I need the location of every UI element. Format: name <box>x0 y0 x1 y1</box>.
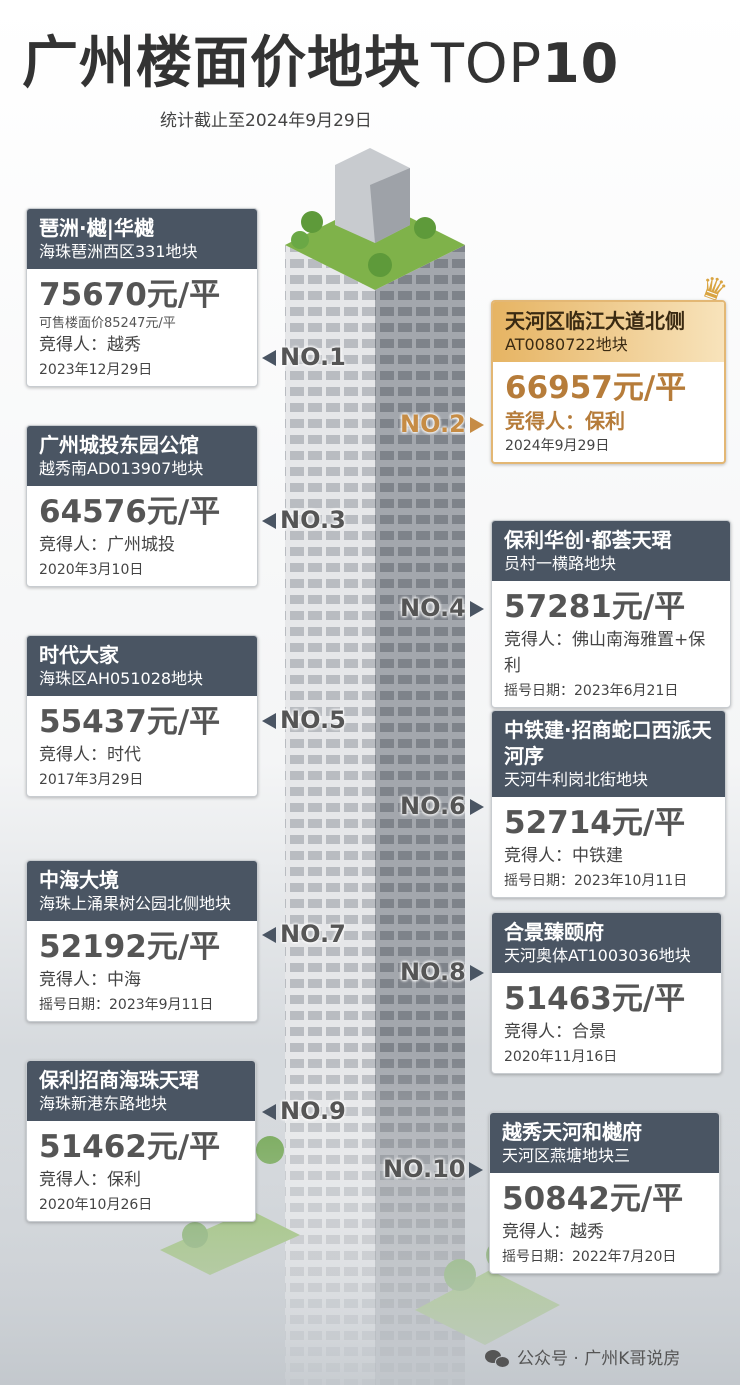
deal-date: 2020年11月16日 <box>504 1049 618 1065</box>
wechat-icon <box>485 1350 511 1368</box>
plot-name: 越秀南AD013907地块 <box>39 459 204 478</box>
card-header: 中铁建·招商蛇口西派天河序天河牛利岗北街地块 <box>492 711 725 797</box>
arrow-right-icon <box>469 601 484 617</box>
rank-label: NO.4 <box>400 594 484 622</box>
land-card-5: 时代大家海珠区AH051028地块 55437元/平竞得人：时代 2017年3月2… <box>26 635 258 797</box>
page-subtitle: 统计截止至2024年9月29日 <box>160 111 372 131</box>
card-header: 天河区临江大道北侧 AT0080722地块 <box>493 302 724 362</box>
plot-name: 海珠区AH051028地块 <box>39 669 204 688</box>
arrow-left-icon <box>262 713 276 729</box>
arrow-left-icon <box>262 513 276 529</box>
arrow-right-icon <box>469 965 484 981</box>
land-card-8: 合景臻颐府天河奥体AT1003036地块 51463元/平竞得人：合景 2020年… <box>491 912 722 1074</box>
arrow-right-icon <box>469 417 484 433</box>
land-card-3: 广州城投东园公馆越秀南AD013907地块 64576元/平竞得人：广州城投 20… <box>26 425 258 587</box>
floor-price: 57281元/平 <box>504 589 686 625</box>
plot-name: AT0080722地块 <box>505 335 628 354</box>
floor-price: 51462元/平 <box>39 1129 221 1165</box>
card-header: 保利招商海珠天珺海珠新港东路地块 <box>27 1061 255 1121</box>
deal-date: 2020年3月10日 <box>39 562 144 578</box>
arrow-right-icon <box>469 799 484 815</box>
land-card-4: 保利华创·都荟天珺员村一横路地块 57281元/平竞得人：佛山南海雅置+保利摇号… <box>491 520 731 708</box>
plot-name: 海珠琶洲西区331地块 <box>39 242 198 261</box>
project-name: 琶洲·樾|华樾 <box>39 216 154 240</box>
card-header: 保利华创·都荟天珺员村一横路地块 <box>492 521 730 581</box>
footer-account: 公众号 · 广州K哥说房 <box>485 1344 680 1369</box>
card-header: 越秀天河和樾府天河区燕塘地块三 <box>490 1113 719 1173</box>
deal-date: 摇号日期：2022年7月20日 <box>502 1249 677 1265</box>
land-card-6: 中铁建·招商蛇口西派天河序天河牛利岗北街地块 52714元/平竞得人：中铁建摇号… <box>491 710 726 898</box>
floor-price: 52192元/平 <box>39 929 221 965</box>
project-name: 保利招商海珠天珺 <box>39 1068 199 1092</box>
plot-name: 天河区燕塘地块三 <box>502 1146 631 1165</box>
arrow-left-icon <box>262 1104 276 1120</box>
plot-name: 天河奥体AT1003036地块 <box>504 946 691 965</box>
winning-bidder: 竞得人：保利 <box>39 1170 141 1190</box>
deal-date: 2017年3月29日 <box>39 772 144 788</box>
rank-label: NO.8 <box>400 958 484 986</box>
floor-price: 75670元/平 <box>39 277 221 313</box>
winning-bidder: 竞得人：时代 <box>39 745 141 765</box>
rank-label: NO.5 <box>262 706 346 734</box>
land-card-1: 琶洲·樾|华樾海珠琶洲西区331地块 75670元/平可售楼面价85247元/平… <box>26 208 258 387</box>
floor-price: 50842元/平 <box>502 1181 684 1217</box>
land-card-7: 中海大境海珠上涌果树公园北侧地块 52192元/平竞得人：中海摇号日期：2023… <box>26 860 258 1022</box>
land-card-10: 越秀天河和樾府天河区燕塘地块三 50842元/平竞得人：越秀摇号日期：2022年… <box>489 1112 720 1274</box>
winning-bidder: 竞得人：中海 <box>39 970 141 990</box>
project-name: 越秀天河和樾府 <box>502 1120 642 1144</box>
winning-bidder: 竞得人：越秀 <box>502 1222 604 1242</box>
deal-date: 摇号日期：2023年9月11日 <box>39 997 214 1013</box>
saleable-floor-price: 可售楼面价85247元/平 <box>39 316 176 331</box>
card-header: 中海大境海珠上涌果树公园北侧地块 <box>27 861 257 921</box>
card-header: 琶洲·樾|华樾海珠琶洲西区331地块 <box>27 209 257 269</box>
rank-label: NO.2 <box>400 410 484 438</box>
winning-bidder: 竞得人：合景 <box>504 1022 606 1042</box>
project-name: 天河区临江大道北侧 <box>505 309 685 333</box>
floor-price: 66957元/平 <box>505 370 687 406</box>
winning-bidder: 竞得人：佛山南海雅置+保利 <box>504 630 706 676</box>
deal-date: 2020年10月26日 <box>39 1197 153 1213</box>
plot-name: 员村一横路地块 <box>504 554 617 573</box>
rank-label: NO.3 <box>262 506 346 534</box>
rank-label: NO.9 <box>262 1097 346 1125</box>
project-name: 合景臻颐府 <box>504 920 604 944</box>
rank-label: NO.7 <box>262 920 346 948</box>
card-header: 时代大家海珠区AH051028地块 <box>27 636 257 696</box>
page-title: 广州楼面价地块 TOP10 <box>22 31 620 96</box>
winning-bidder: 竞得人：保利 <box>505 409 625 433</box>
rank-label: NO.6 <box>400 792 484 820</box>
project-name: 广州城投东园公馆 <box>39 433 199 457</box>
plot-name: 海珠新港东路地块 <box>39 1094 168 1113</box>
project-name: 中铁建·招商蛇口西派天河序 <box>504 718 712 768</box>
deal-date: 摇号日期：2023年6月21日 <box>504 683 679 699</box>
floor-price: 64576元/平 <box>39 494 221 530</box>
card-header: 合景臻颐府天河奥体AT1003036地块 <box>492 913 721 973</box>
project-name: 保利华创·都荟天珺 <box>504 528 672 552</box>
arrow-left-icon <box>262 350 276 366</box>
plot-name: 海珠上涌果树公园北侧地块 <box>39 894 232 913</box>
card-header: 广州城投东园公馆越秀南AD013907地块 <box>27 426 257 486</box>
deal-date: 2023年12月29日 <box>39 362 153 378</box>
project-name: 时代大家 <box>39 643 119 667</box>
rank-label: NO.10 <box>383 1155 484 1183</box>
floor-price: 52714元/平 <box>504 805 686 841</box>
land-card-9: 保利招商海珠天珺海珠新港东路地块 51462元/平竞得人：保利 2020年10月2… <box>26 1060 256 1222</box>
arrow-left-icon <box>262 927 276 943</box>
floor-price: 55437元/平 <box>39 704 221 740</box>
winning-bidder: 竞得人：中铁建 <box>504 846 623 866</box>
land-card-2: 天河区临江大道北侧 AT0080722地块 66957元/平竞得人：保利 2024年… <box>491 300 726 464</box>
plot-name: 天河牛利岗北街地块 <box>504 770 649 789</box>
rank-label: NO.1 <box>262 343 346 371</box>
winning-bidder: 竞得人：广州城投 <box>39 535 175 555</box>
winning-bidder: 竞得人：越秀 <box>39 335 141 355</box>
floor-price: 51463元/平 <box>504 981 686 1017</box>
arrow-right-icon <box>469 1162 484 1178</box>
project-name: 中海大境 <box>39 868 119 892</box>
deal-date: 摇号日期：2023年10月11日 <box>504 873 688 889</box>
deal-date: 2024年9月29日 <box>505 438 610 454</box>
